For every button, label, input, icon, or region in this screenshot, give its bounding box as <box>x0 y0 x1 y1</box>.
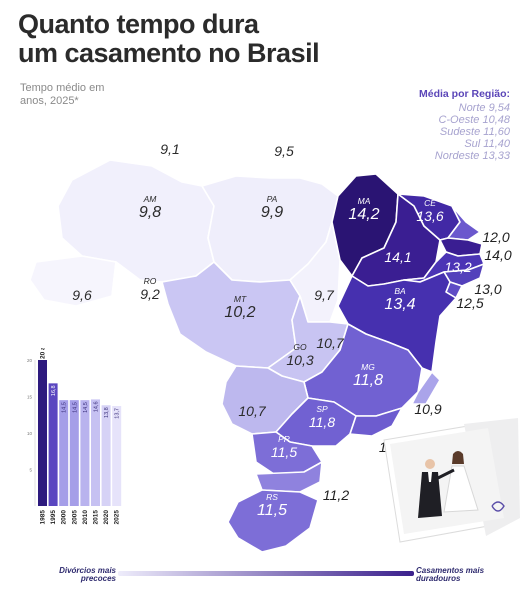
state-value-rs: 11,5 <box>257 502 287 519</box>
bar-2000 <box>59 400 69 506</box>
bar-value-label: 13,8 <box>104 407 110 418</box>
state-abbr-ro: RO <box>144 276 157 286</box>
bride-dress <box>443 465 479 513</box>
bar-2020 <box>101 405 111 506</box>
groom-head <box>425 459 435 469</box>
state-value-se: 12,5 <box>456 295 483 311</box>
legend-heading: Média por Região: <box>418 88 510 100</box>
bar-y-tick: 10 <box>27 431 33 436</box>
state-abbr-rs: RS <box>266 492 278 502</box>
state-abbr-pa: PA <box>267 194 278 204</box>
state-value-sc: 11,2 <box>323 487 349 503</box>
bar-value-label: 14,5 <box>83 402 89 413</box>
state-abbr-mg: MG <box>361 362 375 372</box>
bar-2025 <box>112 405 122 506</box>
legend-item-nordeste: Nordeste 13,33 <box>434 150 510 162</box>
state-value-ba: 13,4 <box>384 296 415 313</box>
color-scale-bar <box>118 571 414 576</box>
bar-1995 <box>48 383 58 506</box>
state-value-ro: 9,2 <box>140 286 160 302</box>
state-value-pr: 11,5 <box>271 444 297 460</box>
bar-category-label: 2020 <box>103 510 110 525</box>
bar-chart-header: 20 anos <box>40 348 47 359</box>
bar-category-label: 2000 <box>61 510 68 525</box>
state-value-rn: 12,0 <box>482 229 509 245</box>
state-abbr-mt: MT <box>234 294 247 304</box>
title-line-2: um casamento no Brasil <box>18 38 320 68</box>
bar-category-label: 2010 <box>82 510 89 525</box>
state-value-pe: 13,2 <box>444 259 471 275</box>
state-value-mt: 10,2 <box>224 304 255 321</box>
state-value-ac: 9,6 <box>72 287 92 303</box>
state-abbr-pr: PR <box>278 434 290 444</box>
bar-category-label: 2005 <box>71 510 78 525</box>
bar-y-tick: 20 <box>27 358 33 363</box>
state-es <box>411 371 441 405</box>
state-value-ma: 14,2 <box>348 206 379 223</box>
state-value-ms: 10,7 <box>238 403 266 419</box>
bar-value-label: 14,5 <box>72 402 78 413</box>
state-ro <box>111 261 169 319</box>
legend-item-sudeste: Sudeste 11,60 <box>439 126 510 138</box>
bar-value-label: 14,6 <box>94 401 100 412</box>
bar-1985 <box>38 360 47 506</box>
state-value-am: 9,8 <box>139 204 161 221</box>
legend-item-norte: Norte 9,54 <box>458 102 510 114</box>
legend-item-centro-oeste: C-Oeste 10,48 <box>438 114 510 126</box>
state-value-rr: 9,1 <box>160 141 179 157</box>
bar-y-tick: 5 <box>29 468 32 473</box>
wedding-photo <box>383 418 520 543</box>
state-value-go: 10,3 <box>286 352 313 368</box>
state-value-al: 13,0 <box>474 281 501 297</box>
state-abbr-sp: SP <box>316 404 328 414</box>
bar-category-label: 1985 <box>40 510 47 525</box>
state-abbr-ma: MA <box>358 196 371 206</box>
bar-value-label: 13,7 <box>115 408 121 419</box>
state-rs <box>227 489 319 553</box>
state-value-df: 10,7 <box>316 335 344 351</box>
bar-category-label: 2015 <box>93 510 100 525</box>
state-ac <box>29 255 117 307</box>
state-value-ce: 13,6 <box>416 208 443 224</box>
state-rr <box>149 125 201 183</box>
groom-body <box>418 472 442 518</box>
state-abbr-ce: CE <box>424 198 436 208</box>
state-value-sp: 11,8 <box>309 414 335 430</box>
bar-2005 <box>69 400 79 506</box>
state-value-pb: 14,0 <box>484 247 511 263</box>
state-value-pa: 9,9 <box>261 204 283 221</box>
bar-value-label: 14,5 <box>62 402 68 413</box>
bar-2010 <box>80 400 90 506</box>
state-abbr-go: GO <box>293 342 307 352</box>
gradient-left-label: Divórcios mais precoces <box>59 566 116 583</box>
state-rj <box>349 407 403 437</box>
bar-y-tick: 15 <box>27 395 33 400</box>
state-value-mg: 11,8 <box>353 372 383 389</box>
page-title: Quanto tempo dura um casamento no Brasil <box>18 9 320 68</box>
gradient-right-label: Casamentos mais duradouros <box>416 566 485 583</box>
title-line-1: Quanto tempo dura <box>18 9 259 39</box>
state-ap <box>265 119 315 179</box>
state-value-es: 10,9 <box>414 401 441 417</box>
legend-item-sul: Sul 11,40 <box>464 138 510 150</box>
state-abbr-am: AM <box>143 194 158 204</box>
bar-2015 <box>91 399 100 506</box>
subtitle: Tempo médio em anos, 2025* <box>20 82 105 107</box>
state-abbr-ba: BA <box>394 286 406 296</box>
state-value-to: 9,7 <box>314 287 335 303</box>
bar-value-label: 16,8 <box>51 385 57 396</box>
state-value-pi: 14,1 <box>384 249 411 265</box>
state-value-ap: 9,5 <box>274 143 294 159</box>
region-legend: Média por Região: Norte 9,54 C-Oeste 10,… <box>419 88 510 162</box>
bar-category-label: 2025 <box>114 510 121 525</box>
bar-category-label: 1995 <box>50 510 57 525</box>
